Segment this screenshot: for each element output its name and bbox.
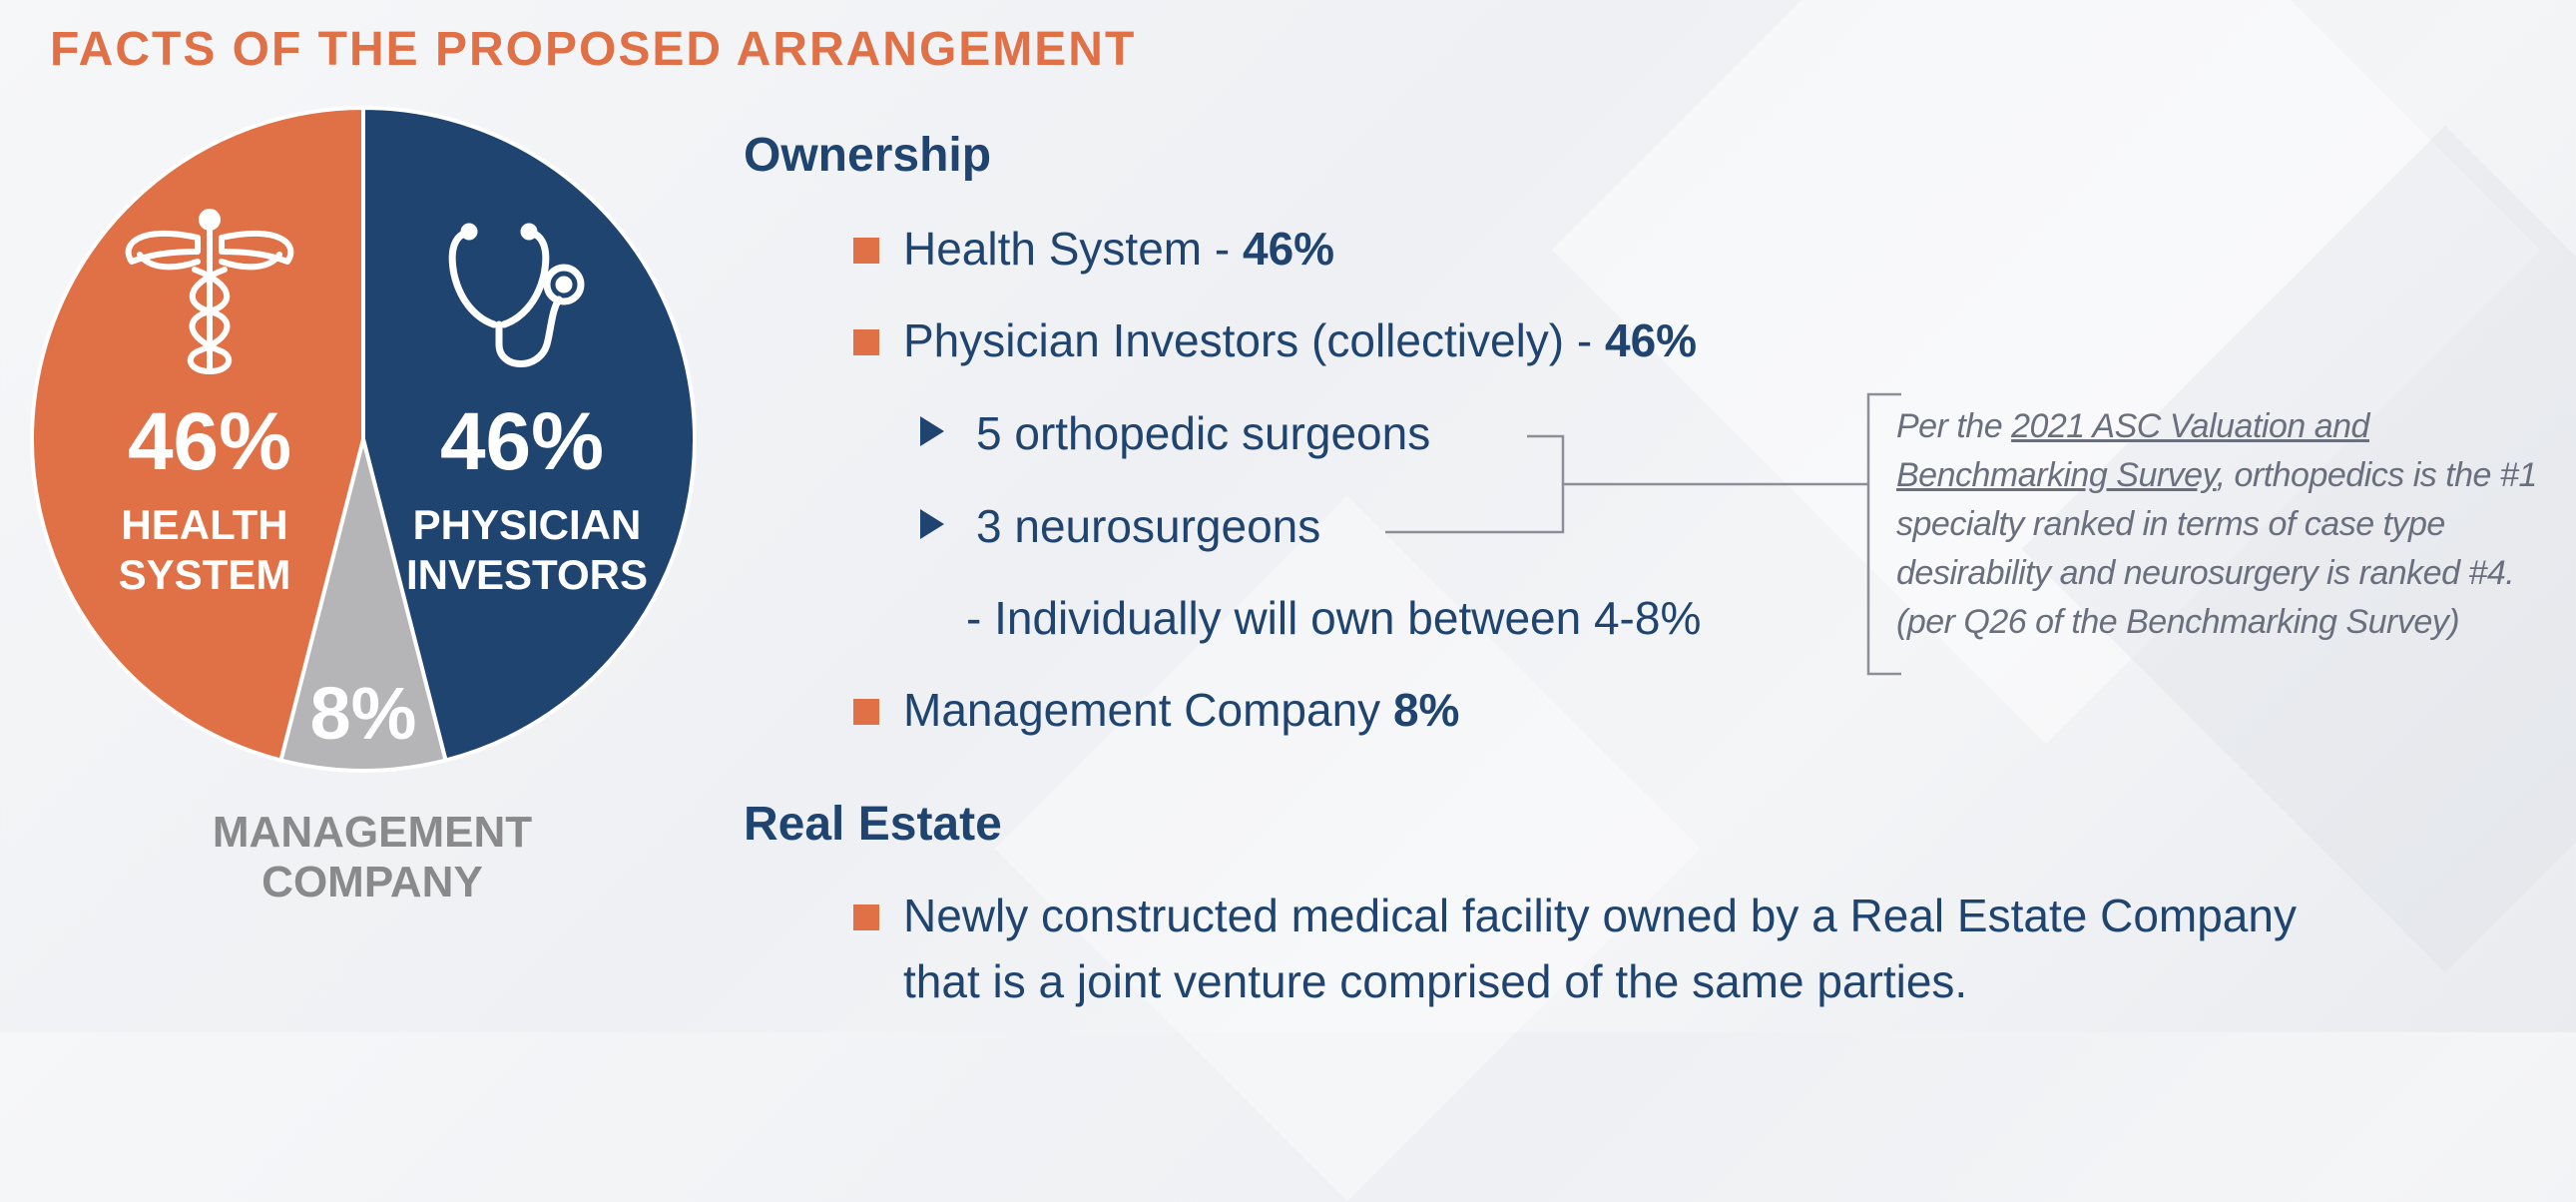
note-source-link[interactable]: 2021 ASC Valuation and xyxy=(2011,407,2369,445)
slide-title: FACTS OF THE PROPOSED ARRANGEMENT xyxy=(50,23,1137,76)
real-estate-heading: Real Estate xyxy=(744,798,1002,851)
bullet-triangle xyxy=(920,509,944,539)
bullet-square xyxy=(853,329,879,355)
slice-label-health-system-line2: SYSTEM xyxy=(119,551,291,598)
stethoscope-icon xyxy=(448,223,585,367)
pie-slice-physician-investors xyxy=(361,105,697,764)
pie-slices xyxy=(30,105,697,773)
ownership-item-health-system: Health System - 46% xyxy=(903,222,1334,276)
real-estate-line-2: that is a joint venture comprised of the… xyxy=(903,955,1968,1007)
pie-chart: 46% HEALTH SYSTEM 46% PHYSICIAN INVESTOR… xyxy=(30,105,697,906)
bullet-square xyxy=(853,699,879,725)
item-text: Health System - xyxy=(903,223,1243,275)
sub-item-neurosurgeons: 3 neurosurgeons xyxy=(976,500,1321,552)
slice-label-physician-investors-line1: PHYSICIAN xyxy=(413,501,642,548)
bullet-square xyxy=(853,238,879,264)
slice-label-health-system-line1: HEALTH xyxy=(121,501,287,548)
real-estate-line-1: Newly constructed medical facility owned… xyxy=(903,890,2297,941)
note-prefix: Per the xyxy=(1896,407,2012,445)
item-value: 46% xyxy=(1604,314,1698,366)
benchmark-note: Per the 2021 ASC Valuation and Benchmark… xyxy=(1896,402,2545,647)
caduceus-icon xyxy=(125,209,294,374)
sub-item-orthopedic-surgeons: 5 orthopedic surgeons xyxy=(976,407,1431,459)
slice-label-physician-investors-line2: INVESTORS xyxy=(406,551,648,598)
slice-value-management-company: 8% xyxy=(310,672,417,755)
pie-slice-management-company xyxy=(278,438,448,773)
item-value: 46% xyxy=(1243,223,1335,275)
note-survey-link[interactable]: Benchmarking Survey xyxy=(1896,456,2217,494)
slice-value-physician-investors: 46% xyxy=(440,396,604,487)
ownership-heading: Ownership xyxy=(744,129,992,182)
item-value: 8% xyxy=(1392,684,1460,736)
ownership-item-physician-investors: Physician Investors (collectively) - 46% xyxy=(903,313,1697,367)
pie-slice-health-system xyxy=(30,105,365,764)
ownership-detail: - Individually will own between 4-8% xyxy=(966,592,1702,644)
item-text: Physician Investors (collectively) - xyxy=(903,314,1605,366)
ownership-item-management-company: Management Company 8% xyxy=(903,683,1459,737)
slice-label-management-company-line1: MANAGEMENT xyxy=(213,808,532,857)
note-connector xyxy=(1385,392,1901,676)
bullet-triangle xyxy=(920,416,944,446)
slice-value-health-system: 46% xyxy=(128,396,291,487)
item-text: Management Company xyxy=(903,684,1393,736)
slice-label-management-company-line2: COMPANY xyxy=(261,858,483,906)
bullet-square xyxy=(853,904,879,930)
note-text: , orthopedics is the #1 specialty ranked… xyxy=(1896,456,2537,641)
